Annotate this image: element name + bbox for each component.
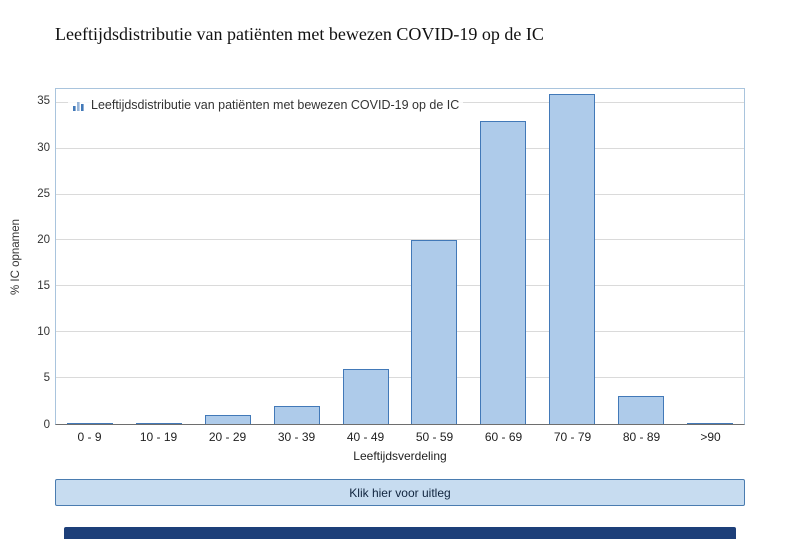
bar-slot	[675, 89, 744, 424]
gridline-25	[56, 193, 744, 195]
bar-slot	[331, 89, 400, 424]
bar-slot	[469, 89, 538, 424]
x-tick-label: 20 - 29	[208, 430, 247, 444]
bar-70-79[interactable]	[548, 93, 595, 424]
x-tick-label: 30 - 39	[277, 430, 316, 444]
y-tick-label-35: 35	[37, 95, 50, 108]
x-tick-label: 50 - 59	[415, 430, 454, 444]
y-tick-label-20: 20	[37, 233, 50, 246]
bar-slot	[400, 89, 469, 424]
bottom-bar[interactable]	[64, 527, 736, 539]
bar-60-69[interactable]	[480, 121, 527, 424]
gridline-20	[56, 239, 744, 241]
bar-chart-icon	[72, 99, 85, 112]
bar-50-59[interactable]	[411, 240, 458, 424]
x-tick-label: 70 - 79	[553, 430, 592, 444]
bar-slot	[606, 89, 675, 424]
bar-80-89[interactable]	[617, 396, 664, 424]
plot-area: Leeftijdsdistributie van patiënten met b…	[55, 88, 745, 425]
x-tick-label: 0 - 9	[77, 430, 102, 444]
bar-slot	[538, 89, 607, 424]
gridline-10	[56, 331, 744, 333]
explanation-button[interactable]: Klik hier voor uitleg	[55, 479, 745, 506]
y-tick-label-15: 15	[37, 279, 50, 292]
y-tick-label-25: 25	[37, 187, 50, 200]
bar-30-39[interactable]	[273, 405, 320, 424]
bar-series	[56, 89, 744, 424]
bar-20-29[interactable]	[204, 414, 251, 424]
x-tick-label: 10 - 19	[139, 430, 178, 444]
chart-legend[interactable]: Leeftijdsdistributie van patiënten met b…	[68, 96, 464, 114]
x-tick-label: 60 - 69	[484, 430, 523, 444]
bar-0-9[interactable]	[67, 423, 114, 424]
bar-slot	[125, 89, 194, 424]
x-tick-label: 40 - 49	[346, 430, 385, 444]
page-title: Leeftijdsdistributie van patiënten met b…	[55, 24, 544, 44]
bar-slot	[262, 89, 331, 424]
gridline-30	[56, 147, 744, 149]
legend-label: Leeftijdsdistributie van patiënten met b…	[91, 98, 460, 112]
y-tick-label-10: 10	[37, 325, 50, 338]
gridline-15	[56, 285, 744, 287]
x-tick-label: >90	[700, 430, 721, 444]
y-tick-label-30: 30	[37, 141, 50, 154]
bar->90[interactable]	[686, 423, 733, 424]
bar-slot	[56, 89, 125, 424]
x-axis-title: Leeftijdsverdeling	[353, 449, 447, 463]
bar-slot	[194, 89, 263, 424]
y-axis-tick-labels: 0 5 10 15 20 25 30 35	[20, 88, 50, 430]
x-tick-label: 80 - 89	[622, 430, 661, 444]
x-axis-tick-labels: 0 - 9 10 - 19 20 - 29 30 - 39 40 - 49 50 - 59…	[55, 430, 745, 444]
bar-40-49[interactable]	[342, 368, 389, 424]
bar-10-19[interactable]	[136, 423, 183, 424]
gridline-5	[56, 377, 744, 379]
y-tick-label-5: 5	[43, 372, 50, 385]
y-tick-label-0: 0	[43, 418, 50, 431]
